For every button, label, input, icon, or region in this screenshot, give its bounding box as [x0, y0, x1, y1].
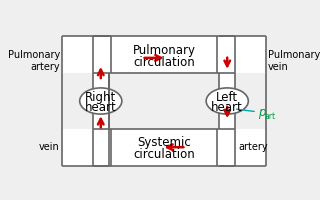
Text: heart: heart — [212, 101, 243, 114]
Text: artery: artery — [238, 142, 268, 152]
Bar — [111, 36, 217, 73]
Bar — [62, 36, 266, 73]
Text: Left: Left — [216, 91, 238, 104]
Text: circulation: circulation — [133, 148, 195, 161]
Circle shape — [80, 88, 122, 114]
Bar — [219, 36, 236, 166]
Text: Pulmonary: Pulmonary — [8, 50, 60, 60]
Text: heart: heart — [85, 101, 116, 114]
Text: $p$: $p$ — [258, 107, 267, 121]
Text: vein: vein — [39, 142, 60, 152]
Text: Right: Right — [85, 91, 116, 104]
Text: Systemic: Systemic — [137, 136, 191, 149]
Bar — [92, 36, 109, 166]
Text: Pulmonary: Pulmonary — [268, 50, 320, 60]
Text: art: art — [264, 112, 276, 121]
Bar — [111, 129, 217, 166]
Circle shape — [206, 88, 248, 114]
Text: artery: artery — [30, 62, 60, 72]
Text: Pulmonary: Pulmonary — [132, 44, 196, 57]
Text: circulation: circulation — [133, 56, 195, 69]
Text: vein: vein — [268, 62, 289, 72]
Bar — [62, 129, 266, 166]
